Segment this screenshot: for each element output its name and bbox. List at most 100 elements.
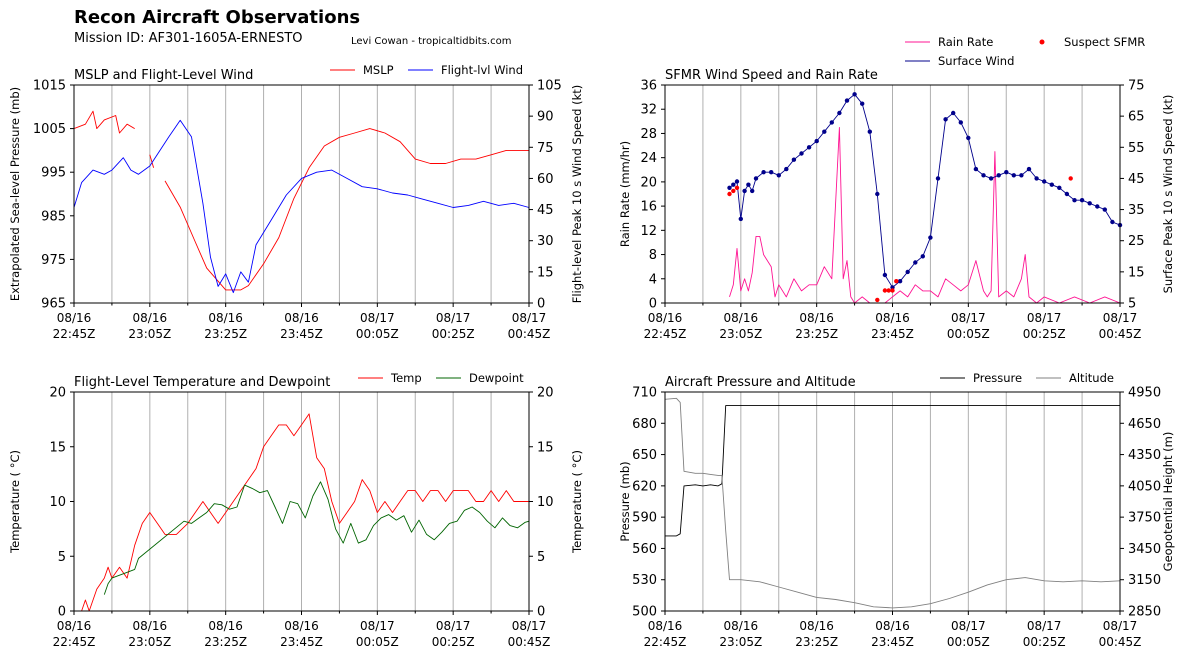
y2-tick-label: 10 [537,495,554,510]
x-tick-label: 08/17 [951,619,986,633]
x-tick-label: 08/16 [208,619,243,633]
data-point [981,173,986,178]
chart-panel-3: 08/16 22:45Z 08/16 23:05Z 08/16 23:25Z 08/16 23… [8,371,584,649]
x-tick-label: 08/16 [875,311,910,325]
data-point [875,297,880,303]
series-dewpoint [103,481,530,595]
series-line [149,154,155,168]
data-point [1102,207,1108,212]
data-point [1049,182,1055,187]
data-point [897,279,903,284]
y2-tick-label: 105 [537,79,562,94]
x-tick-label: 23:45Z [871,635,914,649]
x-tick-label: 22:45Z [53,327,96,341]
x-tick-label: 00:05Z [947,327,990,341]
y2-tick-label: 55 [1128,141,1145,156]
x-tick-label: 23:45Z [871,327,914,341]
data-point [875,191,880,197]
y2-tick-label: 35 [1128,203,1145,218]
y2-tick-label: 15 [1128,265,1145,280]
y2-tick-label: 5 [1128,297,1136,312]
x-tick-label: 23:25Z [795,327,838,341]
chart-panel-2: 08/16 22:45Z 08/16 23:05Z 08/16 23:25Z 08/16 23… [618,35,1175,341]
y2-tick-label: 45 [1128,172,1145,187]
y2-tick-label: 45 [537,203,554,218]
x-tick-label: 00:25Z [432,327,475,341]
data-point [829,120,834,125]
x-tick-label: 00:05Z [356,327,399,341]
series-rain-rate [729,126,1121,304]
x-tick-label: 00:45Z [508,327,551,341]
y2-axis-label: Flight-level Peak 10 s Wind Speed (kt) [570,85,584,304]
x-tick-label: 08/17 [360,619,395,633]
x-tick-label: 00:05Z [356,635,399,649]
data-point [860,101,865,106]
data-point [1019,173,1024,178]
y-tick-label: 590 [632,511,657,526]
y2-tick-label: 65 [1128,110,1145,125]
data-point [1064,191,1070,197]
x-tick-label: 08/16 [57,311,92,325]
legend-label: Pressure [973,371,1022,385]
x-tick-label: 23:05Z [719,327,762,341]
y-tick-label: 10 [49,495,66,510]
x-tick-label: 22:45Z [644,327,687,341]
x-tick-label: 08/16 [724,619,759,633]
data-point [734,185,740,190]
y2-tick-label: 15 [537,265,554,280]
y2-tick-label: 0 [537,605,545,620]
y-tick-label: 0 [58,605,66,620]
y-tick-label: 500 [632,605,657,620]
data-point [727,191,732,197]
data-point [1057,185,1062,190]
data-point [988,176,994,181]
data-point [750,188,755,194]
series-line [73,110,135,134]
data-point [731,188,736,194]
y2-axis-label: Geopotential Height (m) [1161,432,1175,572]
y-tick-label: 36 [640,79,657,94]
data-point [905,269,910,275]
legend-label: Dewpoint [469,371,524,385]
data-point [844,98,850,103]
x-tick-label: 08/17 [436,311,471,325]
y-tick-label: 680 [632,417,657,432]
x-tick-label: 08/17 [436,619,471,633]
data-point [890,288,895,293]
credit-text: Levi Cowan - tropicaltidbits.com [351,36,512,47]
y2-axis-label: Surface Peak 10 s Wind Speed (kt) [1161,95,1175,294]
y-tick-label: 710 [632,386,657,401]
series-mslp [73,110,529,291]
legend-label: MSLP [363,63,394,77]
data-point [814,138,819,144]
data-point [1042,179,1047,184]
y2-tick-label: 0 [537,297,545,312]
y2-tick-label: 90 [537,110,554,125]
data-point [867,129,872,134]
y-tick-label: 0 [649,297,657,312]
data-point [742,188,747,194]
y-tick-label: 20 [640,175,657,190]
legend-label: Altitude [1069,371,1114,385]
y2-tick-label: 20 [537,386,554,401]
x-tick-label: 00:25Z [1023,635,1066,649]
data-point [973,166,979,172]
legend-label: Suspect SFMR [1064,35,1145,49]
y-tick-label: 995 [41,166,66,181]
data-point [776,173,781,178]
x-tick-label: 00:45Z [1099,635,1142,649]
series-line [729,126,1121,304]
series-altitude [664,397,1121,609]
chart-panel-1: 08/16 22:45Z 08/16 23:05Z 08/16 23:25Z 08/16 23… [8,63,584,341]
y-tick-label: 1015 [33,79,66,94]
chart-title: SFMR Wind Speed and Rain Rate [665,68,878,83]
series-pressure [665,405,1120,537]
y-axis-label: Pressure (mb) [618,461,632,541]
y-tick-label: 965 [41,297,66,312]
x-tick-label: 23:05Z [128,327,171,341]
y-tick-label: 32 [640,103,657,118]
legend-label: Rain Rate [938,35,993,49]
x-tick-label: 08/16 [875,619,910,633]
y2-tick-label: 30 [537,234,554,249]
data-point [753,176,759,181]
